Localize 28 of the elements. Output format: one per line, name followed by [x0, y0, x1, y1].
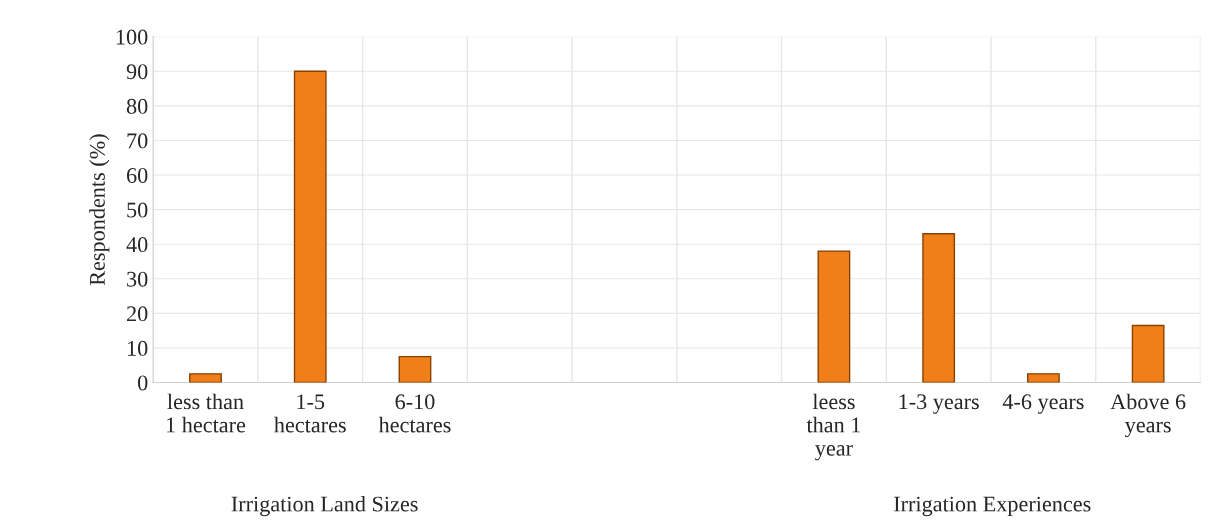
- y-tick-label: 90: [126, 64, 148, 80]
- x-tick-label: 4-6 years: [1002, 394, 1084, 414]
- y-tick-label: 40: [126, 237, 148, 253]
- x-tick-label: less than 1 hectare: [167, 393, 246, 433]
- bar: [189, 373, 222, 383]
- y-tick-label: 70: [127, 133, 148, 149]
- y-axis-title: Respondents (%): [89, 134, 110, 286]
- y-tick-label: 10: [128, 340, 148, 356]
- bar: [817, 250, 851, 383]
- y-tick-label: 20: [127, 306, 148, 322]
- y-tick-label: 50: [127, 202, 148, 218]
- x-tick-label: 1-3 years: [899, 394, 979, 414]
- text: Irrigation Experiences: [894, 496, 1091, 517]
- y-tick-label: 100: [116, 29, 148, 45]
- y-tick-label: 60: [127, 167, 148, 183]
- y-tick-label: 80: [126, 98, 148, 114]
- x-tick-label: 1-5 hectares: [274, 394, 346, 433]
- x-tick-label: leess than 1 year: [806, 393, 861, 461]
- text: Irrigation Land Sizes: [231, 495, 418, 517]
- bar: [398, 355, 432, 383]
- y-tick-label: 0: [138, 375, 148, 391]
- y-tick-label: 30: [127, 271, 148, 287]
- x-tick-label: Above 6 years: [1110, 393, 1186, 438]
- bar: [293, 70, 327, 383]
- bar: [922, 233, 956, 383]
- x-tick-label: 6-10 hectares: [378, 394, 451, 433]
- bar: [1131, 324, 1165, 383]
- bar: [1026, 373, 1060, 383]
